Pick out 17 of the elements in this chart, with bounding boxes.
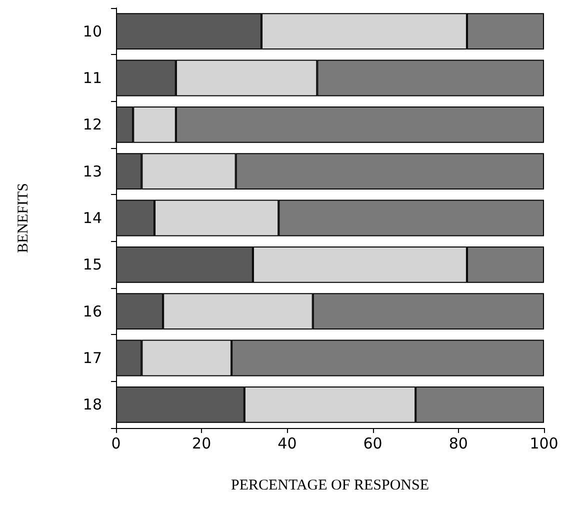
y-tick-label: 15 [82, 256, 102, 274]
x-axis-title: PERCENTAGE OF RESPONSE [231, 478, 429, 494]
x-tick-label: 40 [278, 434, 297, 452]
y-tick-label: 10 [82, 22, 102, 40]
y-tick-label: 14 [82, 209, 102, 227]
y-axis-title: BENEFITS [16, 182, 32, 254]
x-tick-label: 80 [448, 434, 468, 452]
x-tick-label: 0 [111, 434, 121, 452]
y-tick-label: 13 [82, 162, 102, 180]
x-tick-label: 100 [530, 434, 558, 452]
y-tick-label: 12 [82, 116, 102, 134]
y-tick-label: 16 [82, 302, 102, 320]
x-tick-label: 20 [192, 434, 212, 452]
y-tick-label: 18 [82, 396, 102, 414]
y-tick-label: 17 [82, 349, 102, 367]
y-tick-label: 11 [82, 69, 102, 87]
x-tick-label: 60 [363, 434, 382, 452]
